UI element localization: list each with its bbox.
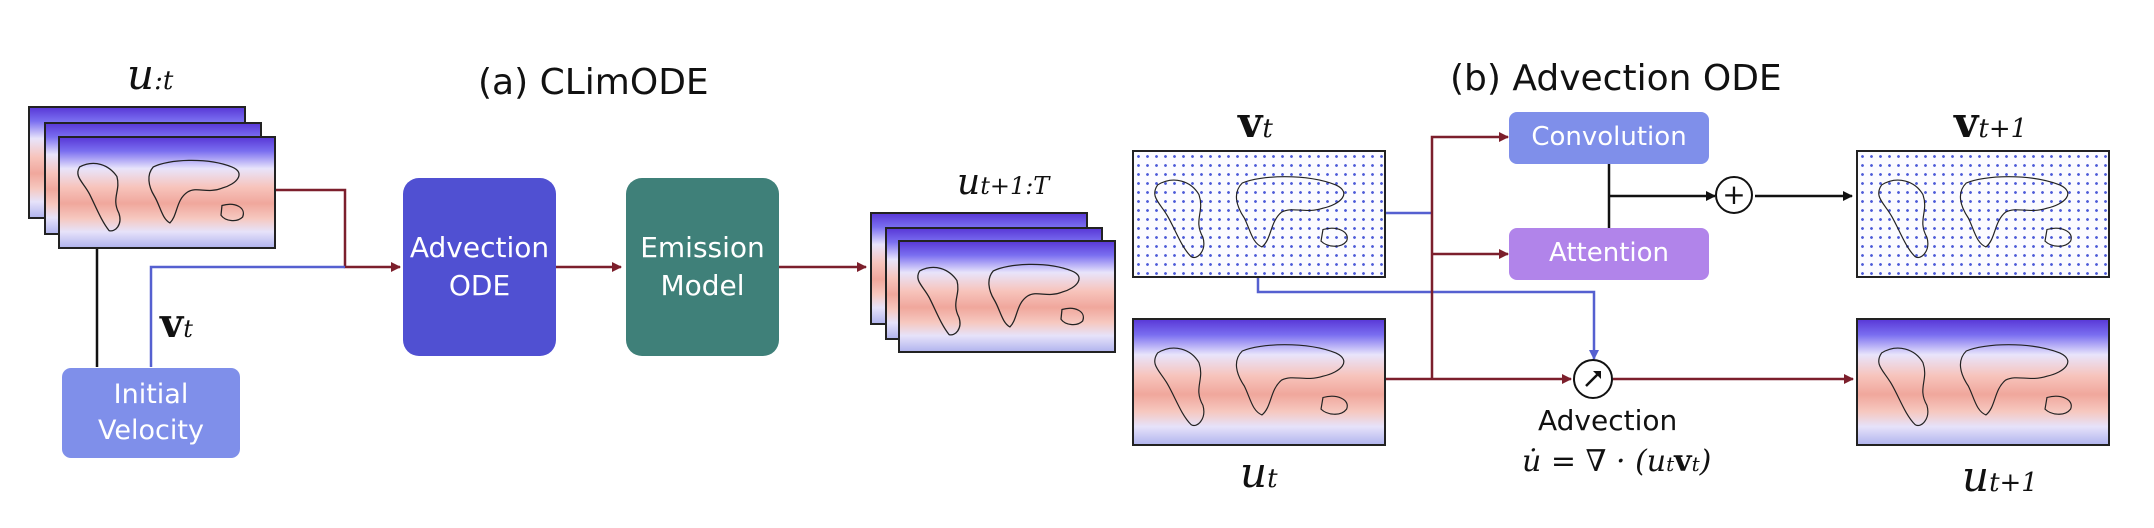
velocity-to-advection-arrow: [149, 265, 345, 367]
plus-icon: +: [1715, 176, 1753, 214]
v-label-a: vt: [160, 300, 193, 347]
coastline-icon: [1878, 344, 2072, 427]
past-map-3: [58, 136, 276, 249]
velocity-map-in: [1132, 150, 1386, 278]
u-out-label: ut+1: [1962, 452, 2038, 501]
advection-label: Advection: [1538, 404, 1678, 437]
u-past-label: u:t: [127, 50, 174, 99]
coastline-icon: [1878, 176, 2072, 259]
coastline-icon: [1154, 176, 1348, 259]
u-to-advection-arrow: [275, 188, 401, 272]
convolution-box: Convolution: [1509, 112, 1709, 164]
u-to-convolution-arrow: [1430, 132, 1509, 379]
panel-a-title: (a) CLimODE: [478, 62, 709, 103]
coastline-icon: [1154, 344, 1348, 427]
velocity-map-out: [1856, 150, 2110, 278]
u-in-label: ut: [1240, 448, 1278, 497]
initial-velocity-box: Initial Velocity: [62, 368, 240, 458]
attention-box: Attention: [1509, 228, 1709, 280]
future-map-3: [898, 240, 1116, 353]
v-to-advection-arrow: [1256, 278, 1599, 360]
advection-ode-box: Advection ODE: [403, 178, 556, 356]
temperature-map-in: [1132, 318, 1386, 446]
v-in-label: vt: [1238, 98, 1273, 147]
panel-b-title: (b) Advection ODE: [1450, 58, 1782, 99]
coastline-icon: [77, 159, 244, 232]
temperature-map-out: [1856, 318, 2110, 446]
emission-model-box: Emission Model: [626, 178, 779, 356]
v-out-label: vt+1: [1954, 98, 2028, 147]
coastline-icon: [917, 263, 1084, 336]
advection-equation: u̇ = ∇ · (utvt): [1522, 444, 1712, 479]
u-future-label: ut+1:T: [957, 162, 1050, 203]
gauge-icon: [1573, 359, 1613, 399]
